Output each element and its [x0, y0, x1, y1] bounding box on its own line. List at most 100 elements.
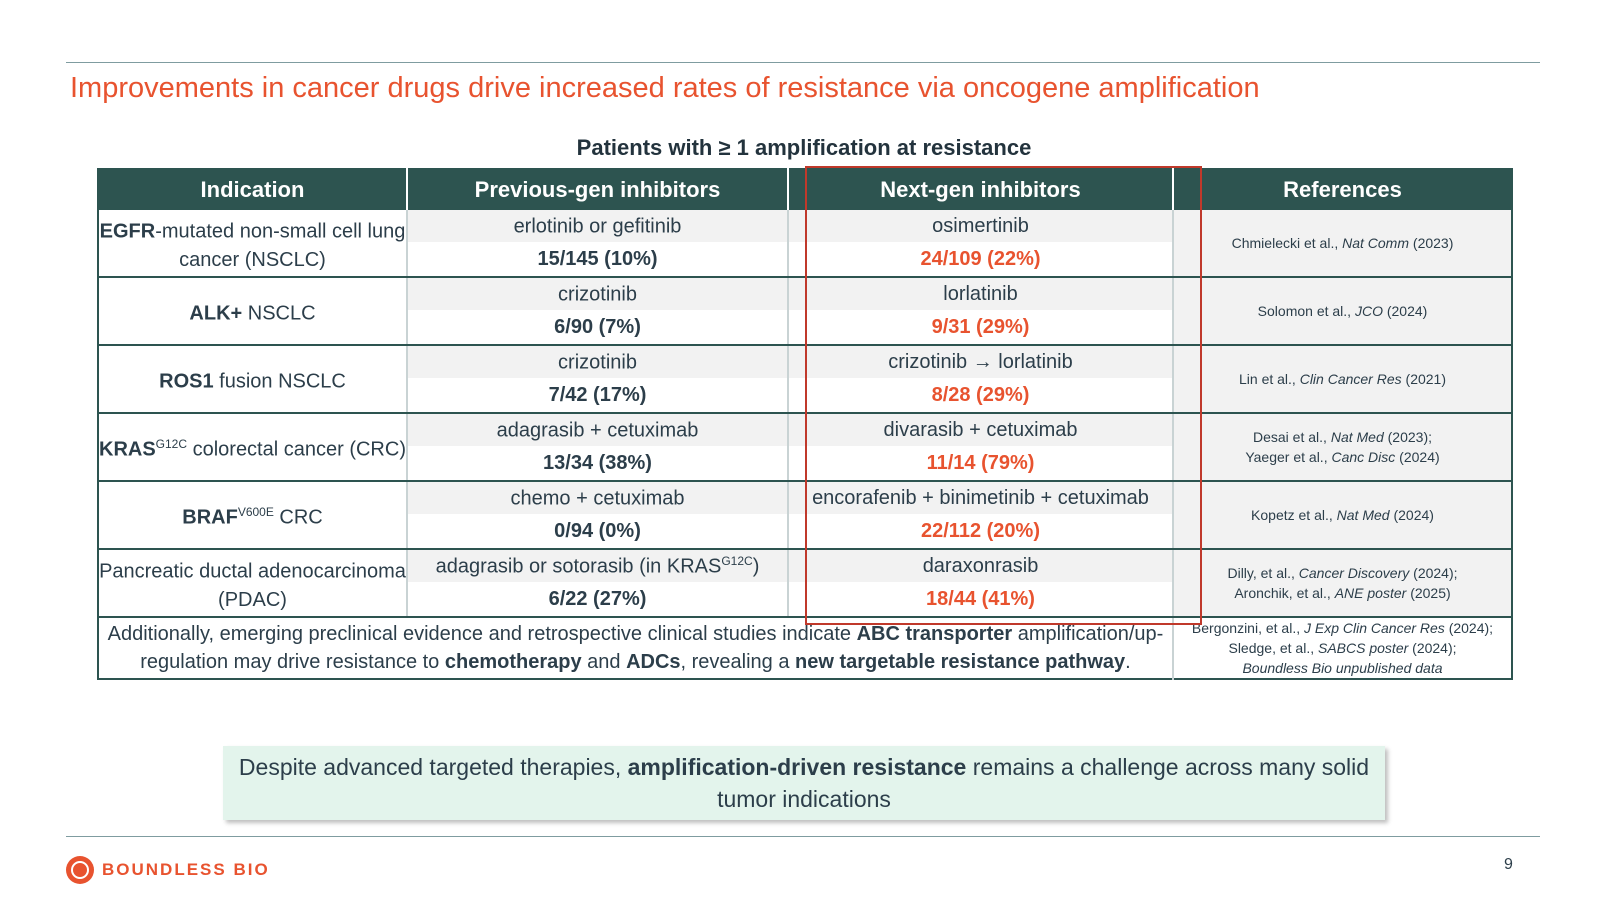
reference-year: (2024) — [1395, 449, 1440, 465]
next-gen-rate: 8/28 (29%) — [788, 378, 1174, 414]
reference-line: Bergonzini, et al., J Exp Clin Cancer Re… — [1174, 618, 1511, 638]
table-row: KRASG12C colorectal cancer (CRC) adagrasi… — [98, 413, 1512, 482]
callout-emphasis: amplification-driven resistance — [627, 754, 967, 780]
table-row: 0/94 (0%) 22/112 (20%) — [98, 514, 1512, 550]
reference-journal: JCO — [1354, 303, 1383, 319]
indication-gene: ALK+ — [189, 302, 243, 325]
reference-line: Kopetz et al., Nat Med (2024) — [1174, 505, 1511, 525]
reference-year: (2024) — [1382, 303, 1428, 319]
reference-journal: Cancer Discovery — [1298, 565, 1410, 581]
previous-gen-drug: adagrasib or sotorasib (in KRASG12C) — [407, 549, 789, 582]
header-next-gen: Next-gen inhibitors — [788, 169, 1174, 210]
table-row: 15/145 (10%) 24/109 (22%) — [98, 242, 1512, 278]
header-previous-gen: Previous-gen inhibitors — [407, 169, 789, 210]
callout-text-2: remains a challenge across many solid tu… — [717, 754, 1370, 812]
table-row: 13/34 (38%) 11/14 (79%) — [98, 446, 1512, 482]
reference-year: (2023) — [1409, 235, 1454, 251]
reference-cell: Solomon et al., JCO (2024) — [1173, 277, 1512, 346]
table-header-row: Indication Previous-gen inhibitors Next-… — [98, 169, 1512, 210]
indication-cell: KRASG12C colorectal cancer (CRC) — [98, 413, 408, 482]
bottom-divider — [66, 836, 1540, 837]
next-gen-rate: 24/109 (22%) — [788, 242, 1174, 278]
reference-line: Chmielecki et al., Nat Comm (2023) — [1174, 233, 1511, 253]
indication-gene: BRAF — [182, 506, 238, 529]
indication-mutation: G12C — [155, 437, 188, 452]
reference-cell: Kopetz et al., Nat Med (2024) — [1173, 481, 1512, 550]
next-gen-rate: 11/14 (79%) — [788, 446, 1174, 482]
reference-journal: J Exp Clin Cancer Res — [1303, 620, 1445, 636]
note-emphasis: new targetable resistance pathway — [795, 651, 1126, 673]
reference-journal: Nat Med — [1336, 507, 1390, 523]
indication-gene: KRAS — [99, 438, 156, 461]
next-gen-drug: lorlatinib — [788, 277, 1174, 310]
previous-gen-drug-name: adagrasib + cetuximab — [496, 419, 699, 442]
previous-gen-rate: 7/42 (17%) — [407, 378, 789, 414]
header-references: References — [1173, 169, 1512, 210]
reference-line: Boundless Bio unpublished data — [1174, 658, 1511, 678]
previous-gen-drug-mutation: G12C — [721, 553, 753, 568]
indication-label: CRC — [273, 506, 323, 529]
page-number: 9 — [1504, 856, 1513, 873]
previous-gen-drug: chemo + cetuximab — [407, 481, 789, 514]
indication-label: -mutated non-small cell lung cancer (NSC… — [155, 220, 406, 271]
note-emphasis: ADCs — [626, 651, 681, 673]
table-row: Pancreatic ductal adenocarcinoma (PDAC) a… — [98, 549, 1512, 618]
reference-authors: Desai et al., — [1253, 429, 1331, 445]
previous-gen-drug: erlotinib or gefitinib — [407, 210, 789, 242]
next-gen-rate: 22/112 (20%) — [788, 514, 1174, 550]
reference-journal: SABCS poster — [1318, 640, 1409, 656]
previous-gen-rate: 13/34 (38%) — [407, 446, 789, 482]
logo-text: BOUNDLESS BIO — [102, 860, 270, 879]
reference-line: Dilly, et al., Cancer Discovery (2024); — [1174, 563, 1511, 583]
previous-gen-drug-name: chemo + cetuximab — [510, 487, 685, 510]
summary-callout: Despite advanced targeted therapies, amp… — [223, 746, 1385, 820]
reference-year: (2023); — [1383, 429, 1432, 445]
note-cell: Additionally, emerging preclinical evide… — [98, 617, 1174, 679]
previous-gen-drug-suffix: ) — [752, 555, 760, 578]
company-logo: BOUNDLESS BIO — [66, 856, 270, 884]
reference-line: Aronchik, et al., ANE poster (2025) — [1174, 583, 1511, 603]
note-row: Additionally, emerging preclinical evide… — [98, 617, 1512, 679]
logo-icon — [66, 856, 94, 884]
note-text: and — [581, 651, 627, 673]
previous-gen-drug-name: crizotinib — [558, 351, 637, 374]
callout-text-1: Despite advanced targeted therapies, — [238, 754, 628, 780]
next-gen-drug: daraxonrasib — [788, 549, 1174, 582]
indication-label: colorectal cancer (CRC) — [187, 438, 406, 461]
reference-authors: Aronchik, et al., — [1234, 585, 1335, 601]
indication-label: fusion NSCLC — [213, 370, 346, 393]
next-gen-drug: crizotinib → lorlatinib — [788, 345, 1174, 378]
previous-gen-rate: 6/22 (27%) — [407, 582, 789, 618]
previous-gen-drug: crizotinib — [407, 345, 789, 378]
reference-year: (2021) — [1401, 371, 1446, 387]
reference-authors: Lin et al., — [1239, 371, 1300, 387]
indication-label: NSCLC — [242, 302, 316, 325]
table-row: ALK+ NSCLC crizotinib lorlatinib Solomon et… — [98, 277, 1512, 346]
note-text: amplification/up-regulation may drive re… — [140, 623, 1164, 673]
next-gen-drug: divarasib + cetuximab — [788, 413, 1174, 446]
previous-gen-drug-name: erlotinib or gefitinib — [513, 215, 682, 238]
next-gen-rate: 18/44 (41%) — [788, 582, 1174, 618]
reference-authors: Sledge, et al., — [1228, 640, 1318, 656]
previous-gen-rate: 0/94 (0%) — [407, 514, 789, 550]
reference-year: (2024) — [1389, 507, 1434, 523]
reference-journal: ANE poster — [1334, 585, 1407, 601]
table-row: 7/42 (17%) 8/28 (29%) — [98, 378, 1512, 414]
previous-gen-drug: adagrasib + cetuximab — [407, 413, 789, 446]
reference-line: Yaeger et al., Canc Disc (2024) — [1174, 447, 1511, 467]
previous-gen-drug-name: crizotinib — [558, 283, 637, 306]
previous-gen-rate: 15/145 (10%) — [407, 242, 789, 278]
top-divider — [66, 62, 1540, 63]
previous-gen-drug: crizotinib — [407, 277, 789, 310]
table-row: EGFR-mutated non-small cell lung cancer … — [98, 210, 1512, 278]
note-reference-cell: Bergonzini, et al., J Exp Clin Cancer Re… — [1173, 617, 1512, 679]
reference-cell: Dilly, et al., Cancer Discovery (2024); A… — [1173, 549, 1512, 618]
note-text: , revealing a — [680, 651, 796, 673]
note-text: Additionally, emerging preclinical evide… — [107, 623, 857, 645]
reference-journal: Canc Disc — [1331, 449, 1396, 465]
table-row: 6/90 (7%) 9/31 (29%) — [98, 310, 1512, 346]
reference-cell: Lin et al., Clin Cancer Res (2021) — [1173, 345, 1512, 414]
reference-source: Boundless Bio unpublished data — [1242, 660, 1443, 676]
reference-line: Sledge, et al., SABCS poster (2024); — [1174, 638, 1511, 658]
slide-title: Improvements in cancer drugs drive incre… — [70, 72, 1260, 104]
